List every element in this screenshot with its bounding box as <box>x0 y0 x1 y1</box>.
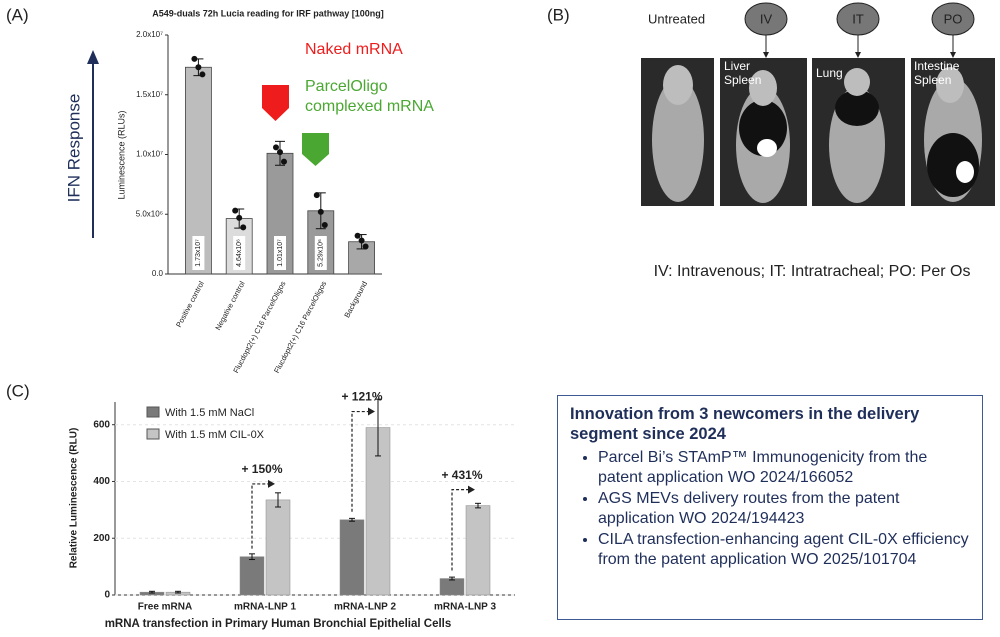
y-tick-label: 5.0x10⁶ <box>136 209 163 218</box>
y-tick-label: 600 <box>93 419 110 430</box>
label-bg <box>233 236 246 270</box>
group-label: Untreated <box>648 11 705 26</box>
value-label: 5.29x10⁶ <box>318 239 325 267</box>
bar <box>465 505 491 596</box>
bar <box>439 578 465 596</box>
data-point <box>277 149 283 156</box>
label-bg <box>314 236 327 270</box>
annotation: complexed mRNA <box>305 98 434 115</box>
imaging-panels <box>641 2 995 206</box>
organ-label: Lung <box>816 66 843 80</box>
legend-label: With 1.5 mM CIL-0X <box>165 429 265 441</box>
bar <box>265 499 291 596</box>
annotation: + 431% <box>441 468 482 482</box>
chart-title: A549-duals 72h Lucia reading for IRF pat… <box>152 8 384 18</box>
group-label: PO <box>944 11 963 26</box>
group-label: IV <box>760 11 773 26</box>
y-tick-label: 1.0x10⁷ <box>136 150 163 159</box>
legend-label: With 1.5 mM NaCl <box>165 407 254 419</box>
bullet: Parcel Bi’s STAmP™ Immunogenicity from t… <box>598 448 970 488</box>
annotation: + 121% <box>341 390 382 404</box>
bar <box>239 556 265 596</box>
y-tick-label: 400 <box>93 476 110 487</box>
annotation: ParcelOligo <box>305 78 388 95</box>
y-axis-label: Relative Luminescence (RLU) <box>69 428 80 569</box>
annotation: + 150% <box>241 462 282 476</box>
x-tick-label: Background <box>342 280 369 320</box>
y-axis-label: Luminescence (RLUs) <box>116 110 126 199</box>
y-tick-label: 0 <box>104 590 110 601</box>
x-tick-label: mRNA-LNP 1 <box>234 602 296 613</box>
x-tick-label: mRNA-LNP 2 <box>334 602 396 613</box>
data-point <box>321 222 328 229</box>
y-tick-label: 0.0 <box>152 269 164 278</box>
value-label: 1.01x10⁷ <box>277 239 284 267</box>
dashed-arrow <box>351 410 368 512</box>
legend-swatch <box>146 428 160 440</box>
value-label: 1.73x10⁷ <box>195 239 202 267</box>
caption: IV: Intravenous; IT: Intratracheal; PO: … <box>654 263 971 280</box>
x-tick-label: Negative control <box>213 279 247 331</box>
marker-green <box>302 133 329 166</box>
annotation: IFN Response <box>64 94 83 203</box>
chart-title: mRNA transfection in Primary Human Bronc… <box>105 618 452 630</box>
data-point <box>281 158 287 165</box>
heading: Innovation from 3 newcomers in the deliv… <box>570 405 920 443</box>
data-point <box>358 237 365 244</box>
bar <box>339 519 365 596</box>
data-point <box>317 208 324 215</box>
y-tick-label: 2.0x10⁷ <box>136 30 163 39</box>
bullet: AGS MEVs delivery routes from the patent… <box>598 489 970 529</box>
organ-label: Spleen <box>724 73 761 87</box>
data-point <box>362 243 369 250</box>
data-point <box>236 214 243 221</box>
x-tick-label: Free mRNA <box>138 602 192 613</box>
value-label: 4.64x10⁶ <box>236 239 243 267</box>
panel-label: (B) <box>547 5 570 24</box>
text-box: Innovation from 3 newcomers in the deliv… <box>557 395 983 620</box>
x-tick-label: Positive control <box>174 279 206 328</box>
x-tick-label: mRNA-LNP 3 <box>434 602 496 613</box>
panel-label: (A) <box>6 5 29 24</box>
organ-label: Spleen <box>914 73 951 87</box>
marker-red <box>262 85 289 121</box>
legend-swatch <box>146 406 160 418</box>
data-point <box>354 232 361 239</box>
organ-label: Liver <box>724 59 750 73</box>
label-bg <box>274 236 286 270</box>
group-label: IT <box>852 11 864 26</box>
dashed-arrow <box>251 483 268 549</box>
data-point <box>273 144 279 151</box>
y-tick-label: 200 <box>93 533 110 544</box>
data-point <box>313 192 320 199</box>
bullet-list: Parcel Bi’s STAmP™ Immunogenicity from t… <box>570 448 970 570</box>
panel-label: (C) <box>6 381 30 400</box>
y-tick-label: 1.5x10⁷ <box>136 90 163 99</box>
data-point <box>232 207 239 214</box>
data-point <box>199 71 206 78</box>
data-point <box>240 224 247 231</box>
arrowhead <box>368 407 375 416</box>
annotation: Naked mRNA <box>305 41 403 58</box>
dashed-arrow <box>451 488 468 571</box>
organ-label: Intestine <box>914 59 960 73</box>
arrowhead <box>468 485 475 494</box>
data-point <box>195 64 202 71</box>
arrowhead <box>268 479 275 488</box>
arrowhead <box>87 50 99 64</box>
data-point <box>191 55 198 62</box>
bullet: CILA transfection-enhancing agent CIL-0X… <box>598 530 970 570</box>
label-bg <box>192 236 205 270</box>
